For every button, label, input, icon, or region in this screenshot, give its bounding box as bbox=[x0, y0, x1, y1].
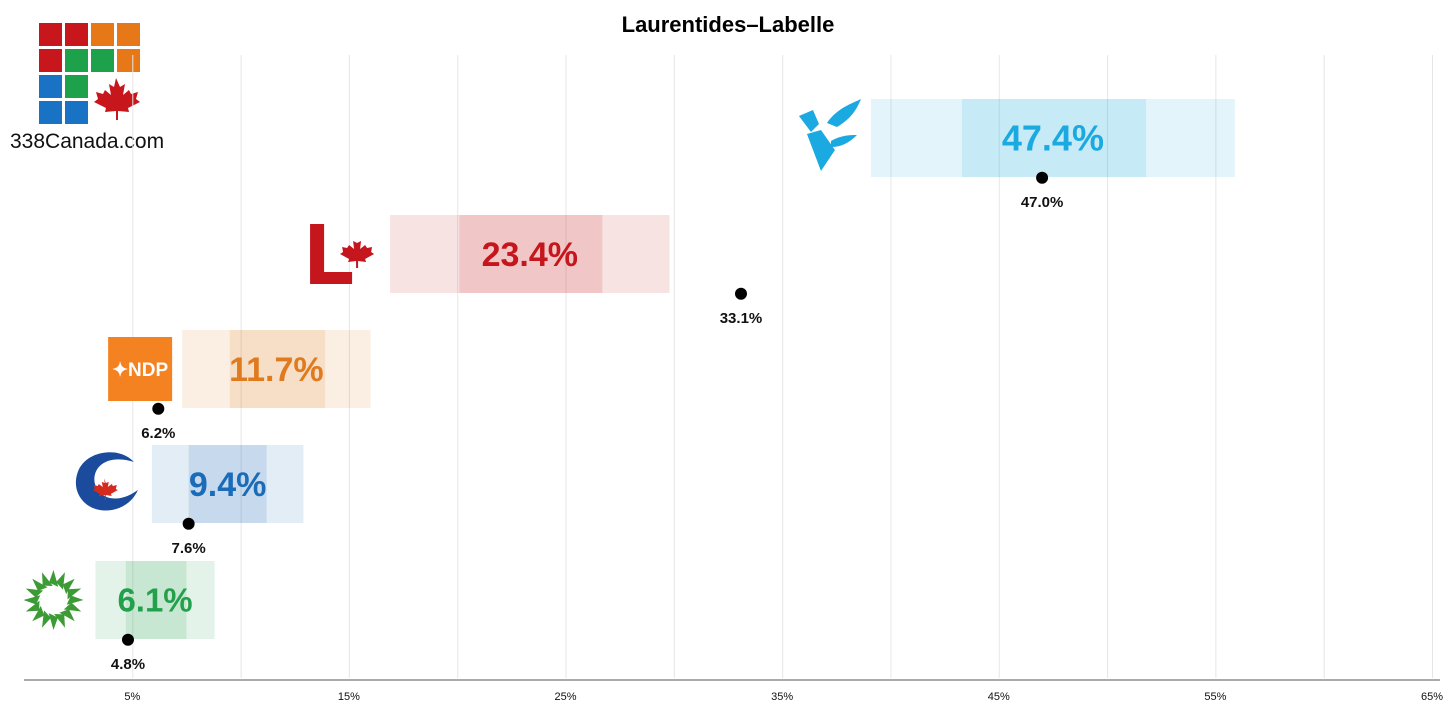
previous-result-dot bbox=[152, 402, 165, 415]
previous-result-label: 4.8% bbox=[111, 656, 145, 673]
previous-result-dot bbox=[121, 633, 134, 646]
green-logo-icon bbox=[23, 570, 84, 630]
brand-grid-cell bbox=[65, 101, 88, 124]
brand-grid-cell bbox=[39, 101, 62, 124]
projection-label: 47.4% bbox=[1002, 118, 1104, 159]
brand-grid-cell bbox=[39, 49, 62, 72]
brand-grid-cell bbox=[65, 23, 88, 46]
previous-result-label: 6.2% bbox=[141, 425, 175, 442]
svg-text:✦NDP: ✦NDP bbox=[112, 360, 168, 381]
party-row-gpc: 6.1% 4.8% bbox=[23, 561, 215, 673]
x-tick-label: 55% bbox=[1204, 691, 1226, 703]
range-inner-bar bbox=[229, 330, 326, 408]
previous-result-dot bbox=[1036, 171, 1049, 184]
x-tick-label: 15% bbox=[338, 691, 360, 703]
projection-label: 23.4% bbox=[482, 236, 578, 274]
ndp-logo-icon: ✦NDP bbox=[108, 337, 173, 401]
chart-title: Laurentides–Labelle bbox=[621, 12, 835, 37]
conservative-logo-icon bbox=[75, 452, 138, 511]
maple-leaf-icon bbox=[94, 78, 140, 120]
projection-label: 6.1% bbox=[117, 582, 192, 619]
previous-result-label: 7.6% bbox=[172, 540, 206, 557]
range-inner-bar bbox=[125, 561, 187, 639]
bq-logo-icon bbox=[798, 99, 861, 171]
liberal-logo-icon bbox=[310, 224, 375, 284]
party-row-lpc: 23.4% 33.1% bbox=[310, 215, 762, 327]
brand-grid-cell bbox=[39, 23, 62, 46]
range-outer-bar bbox=[182, 330, 371, 408]
brand-grid-cell bbox=[117, 49, 140, 72]
x-tick-label: 45% bbox=[988, 691, 1010, 703]
brand-grid-cell bbox=[65, 75, 88, 98]
party-row-bq: 47.4% 47.0% bbox=[798, 99, 1235, 211]
range-inner-bar bbox=[188, 445, 267, 523]
brand-name: 338Canada.com bbox=[10, 130, 165, 153]
x-tick-label: 35% bbox=[771, 691, 793, 703]
brand-grid-cell bbox=[91, 23, 114, 46]
x-tick-label: 5% bbox=[124, 691, 140, 703]
range-outer-bar bbox=[151, 445, 304, 523]
previous-result-dot bbox=[734, 287, 747, 300]
projection-label: 11.7% bbox=[229, 351, 324, 389]
brand-grid-cell bbox=[91, 49, 114, 72]
party-row-cpc: 9.4% 7.6% bbox=[75, 445, 304, 557]
brand-grid-cell bbox=[117, 23, 140, 46]
previous-result-label: 33.1% bbox=[720, 310, 763, 327]
range-outer-bar bbox=[390, 215, 670, 293]
x-tick-label: 65% bbox=[1421, 691, 1443, 703]
range-inner-bar bbox=[459, 215, 603, 293]
range-outer-bar bbox=[870, 99, 1235, 177]
brand-grid-cell bbox=[65, 49, 88, 72]
range-inner-bar bbox=[961, 99, 1147, 177]
range-outer-bar bbox=[95, 561, 215, 639]
previous-result-label: 47.0% bbox=[1021, 194, 1064, 211]
brand-grid-cell bbox=[39, 75, 62, 98]
brand-logo bbox=[39, 23, 140, 124]
party-row-ndp: 11.7% 6.2% ✦NDP bbox=[108, 330, 371, 442]
projection-label: 9.4% bbox=[189, 466, 267, 504]
previous-result-dot bbox=[182, 517, 195, 530]
x-tick-label: 25% bbox=[555, 691, 577, 703]
